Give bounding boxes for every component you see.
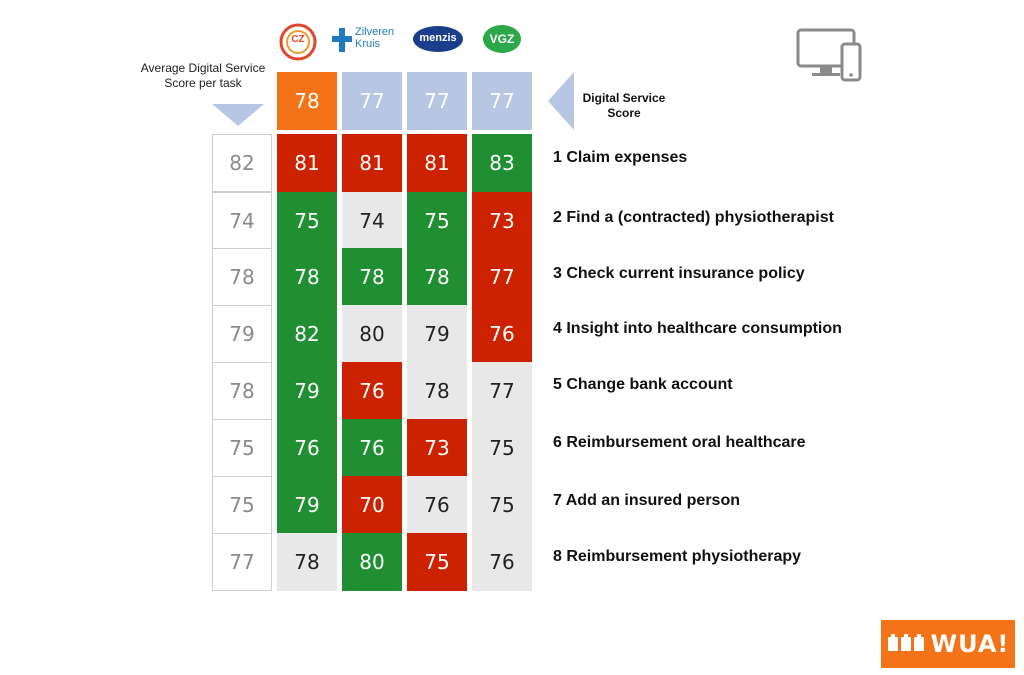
score-cell: 70 (342, 476, 402, 534)
zilveren-kruis-logo-text: Zilveren Kruis (355, 26, 395, 50)
score-cell: 75 (277, 192, 337, 250)
score-cell: 73 (472, 192, 532, 250)
score-cell: 80 (342, 533, 402, 591)
digital-service-score-label: Digital Service Score (582, 91, 666, 120)
wua-logo-text: WUA! (930, 630, 1010, 658)
score-cell: 76 (472, 305, 532, 363)
score-cell: 75 (407, 533, 467, 591)
score-cell: 78 (407, 248, 467, 306)
dss-cell-vgz: 77 (472, 72, 532, 130)
avg-cell: 75 (212, 476, 272, 534)
avg-cell: 75 (212, 419, 272, 477)
cz-logo: CZ (277, 22, 319, 62)
menzis-logo-text: menzis (419, 32, 457, 44)
vgz-logo-text: VGZ (489, 32, 515, 46)
score-cell: 82 (277, 305, 337, 363)
score-cell: 73 (407, 419, 467, 477)
score-cell: 78 (277, 533, 337, 591)
score-cell: 78 (342, 248, 402, 306)
score-cell: 75 (472, 419, 532, 477)
desktop-tablet-icon (796, 28, 862, 82)
task-label: 6 Reimbursement oral healthcare (553, 434, 806, 451)
vgz-logo-icon (483, 25, 521, 53)
score-cell: 76 (277, 419, 337, 477)
score-cell: 76 (342, 362, 402, 420)
task-label: 4 Insight into healthcare consumption (553, 320, 842, 337)
score-cell: 76 (472, 533, 532, 591)
avg-per-task-label: Average Digital Service Score per task (140, 61, 266, 90)
task-label: 7 Add an insured person (553, 492, 740, 509)
score-cell: 79 (277, 476, 337, 534)
score-cell: 83 (472, 134, 532, 192)
score-cell: 77 (472, 248, 532, 306)
avg-cell: 78 (212, 248, 272, 306)
avg-cell: 78 (212, 362, 272, 420)
dss-cell-menzis: 77 (407, 72, 467, 130)
dss-cell-cz: 78 (277, 72, 337, 130)
task-label: 2 Find a (contracted) physiotherapist (553, 209, 834, 226)
score-cell: 78 (407, 362, 467, 420)
avg-cell: 82 (212, 134, 272, 192)
zilveren-kruis-logo: Zilveren Kruis (332, 26, 404, 54)
wua-logo: WUA! (881, 620, 1015, 668)
cross-icon (332, 28, 352, 52)
menzis-logo: menzis (412, 25, 464, 53)
task-label: 3 Check current insurance policy (553, 265, 805, 282)
score-cell: 79 (407, 305, 467, 363)
score-cell: 81 (277, 134, 337, 192)
wua-mark-icon (887, 634, 924, 651)
score-cell: 77 (472, 362, 532, 420)
score-cell: 74 (342, 192, 402, 250)
task-label: 1 Claim expenses (553, 149, 688, 166)
score-cell: 75 (472, 476, 532, 534)
score-cell: 81 (342, 134, 402, 192)
avg-cell: 79 (212, 305, 272, 363)
score-cell: 76 (407, 476, 467, 534)
down-arrow-icon (212, 104, 264, 126)
score-cell: 76 (342, 419, 402, 477)
task-label: 8 Reimbursement physiotherapy (553, 548, 802, 565)
menzis-logo-icon (413, 26, 463, 52)
score-cell: 75 (407, 192, 467, 250)
cz-logo-text: CZ (291, 34, 305, 45)
vgz-logo: VGZ (482, 24, 522, 54)
score-cell: 81 (407, 134, 467, 192)
avg-cell: 77 (212, 533, 272, 591)
dss-cell-zilveren-kruis: 77 (342, 72, 402, 130)
score-cell: 80 (342, 305, 402, 363)
cz-logo-icon (279, 23, 317, 61)
score-cell: 78 (277, 248, 337, 306)
task-label: 5 Change bank account (553, 376, 733, 393)
left-arrow-icon (548, 72, 574, 130)
score-cell: 79 (277, 362, 337, 420)
avg-cell: 74 (212, 192, 272, 250)
